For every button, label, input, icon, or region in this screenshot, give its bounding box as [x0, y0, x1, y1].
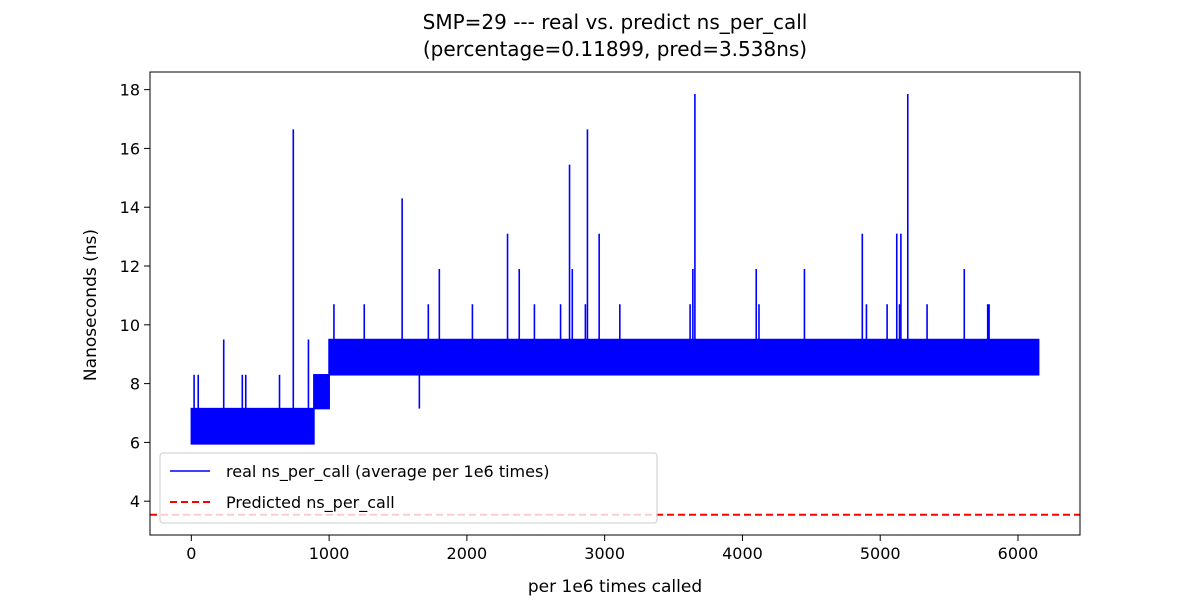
chart-title-line1: SMP=29 --- real vs. predict ns_per_call [423, 10, 808, 34]
x-tick-label-3: 3000 [584, 544, 625, 563]
y-tick-label-6: 16 [120, 139, 140, 158]
y-tick-label-0: 4 [130, 492, 140, 511]
real-series-band-0 [190, 407, 315, 445]
x-tick-label-2: 2000 [447, 544, 488, 563]
x-axis-label: per 1e6 times called [528, 577, 702, 597]
y-tick-label-5: 14 [120, 198, 140, 217]
legend-label-real: real ns_per_call (average per 1e6 times) [226, 462, 550, 482]
y-tick-label-3: 10 [120, 316, 140, 335]
plot-area [150, 94, 1080, 516]
x-tick-label-0: 0 [186, 544, 196, 563]
real-series-band-2 [328, 338, 1040, 376]
y-axis-label: Nanoseconds (ns) [81, 229, 101, 381]
y-tick-label-1: 6 [130, 433, 140, 452]
y-tick-label-2: 8 [130, 375, 140, 394]
real-series-band-1 [313, 374, 330, 410]
legend-box [159, 452, 658, 524]
x-tick-label-5: 5000 [860, 544, 901, 563]
plot-frame [149, 71, 1081, 536]
x-tick-label-4: 4000 [722, 544, 763, 563]
x-tick-label-6: 6000 [998, 544, 1039, 563]
legend-label-predicted: Predicted ns_per_call [226, 493, 395, 513]
y-tick-label-4: 12 [120, 257, 140, 276]
x-tick-label-1: 1000 [309, 544, 350, 563]
chart-title-line2: (percentage=0.11899, pred=3.538ns) [423, 37, 807, 61]
y-tick-label-7: 18 [120, 81, 140, 100]
